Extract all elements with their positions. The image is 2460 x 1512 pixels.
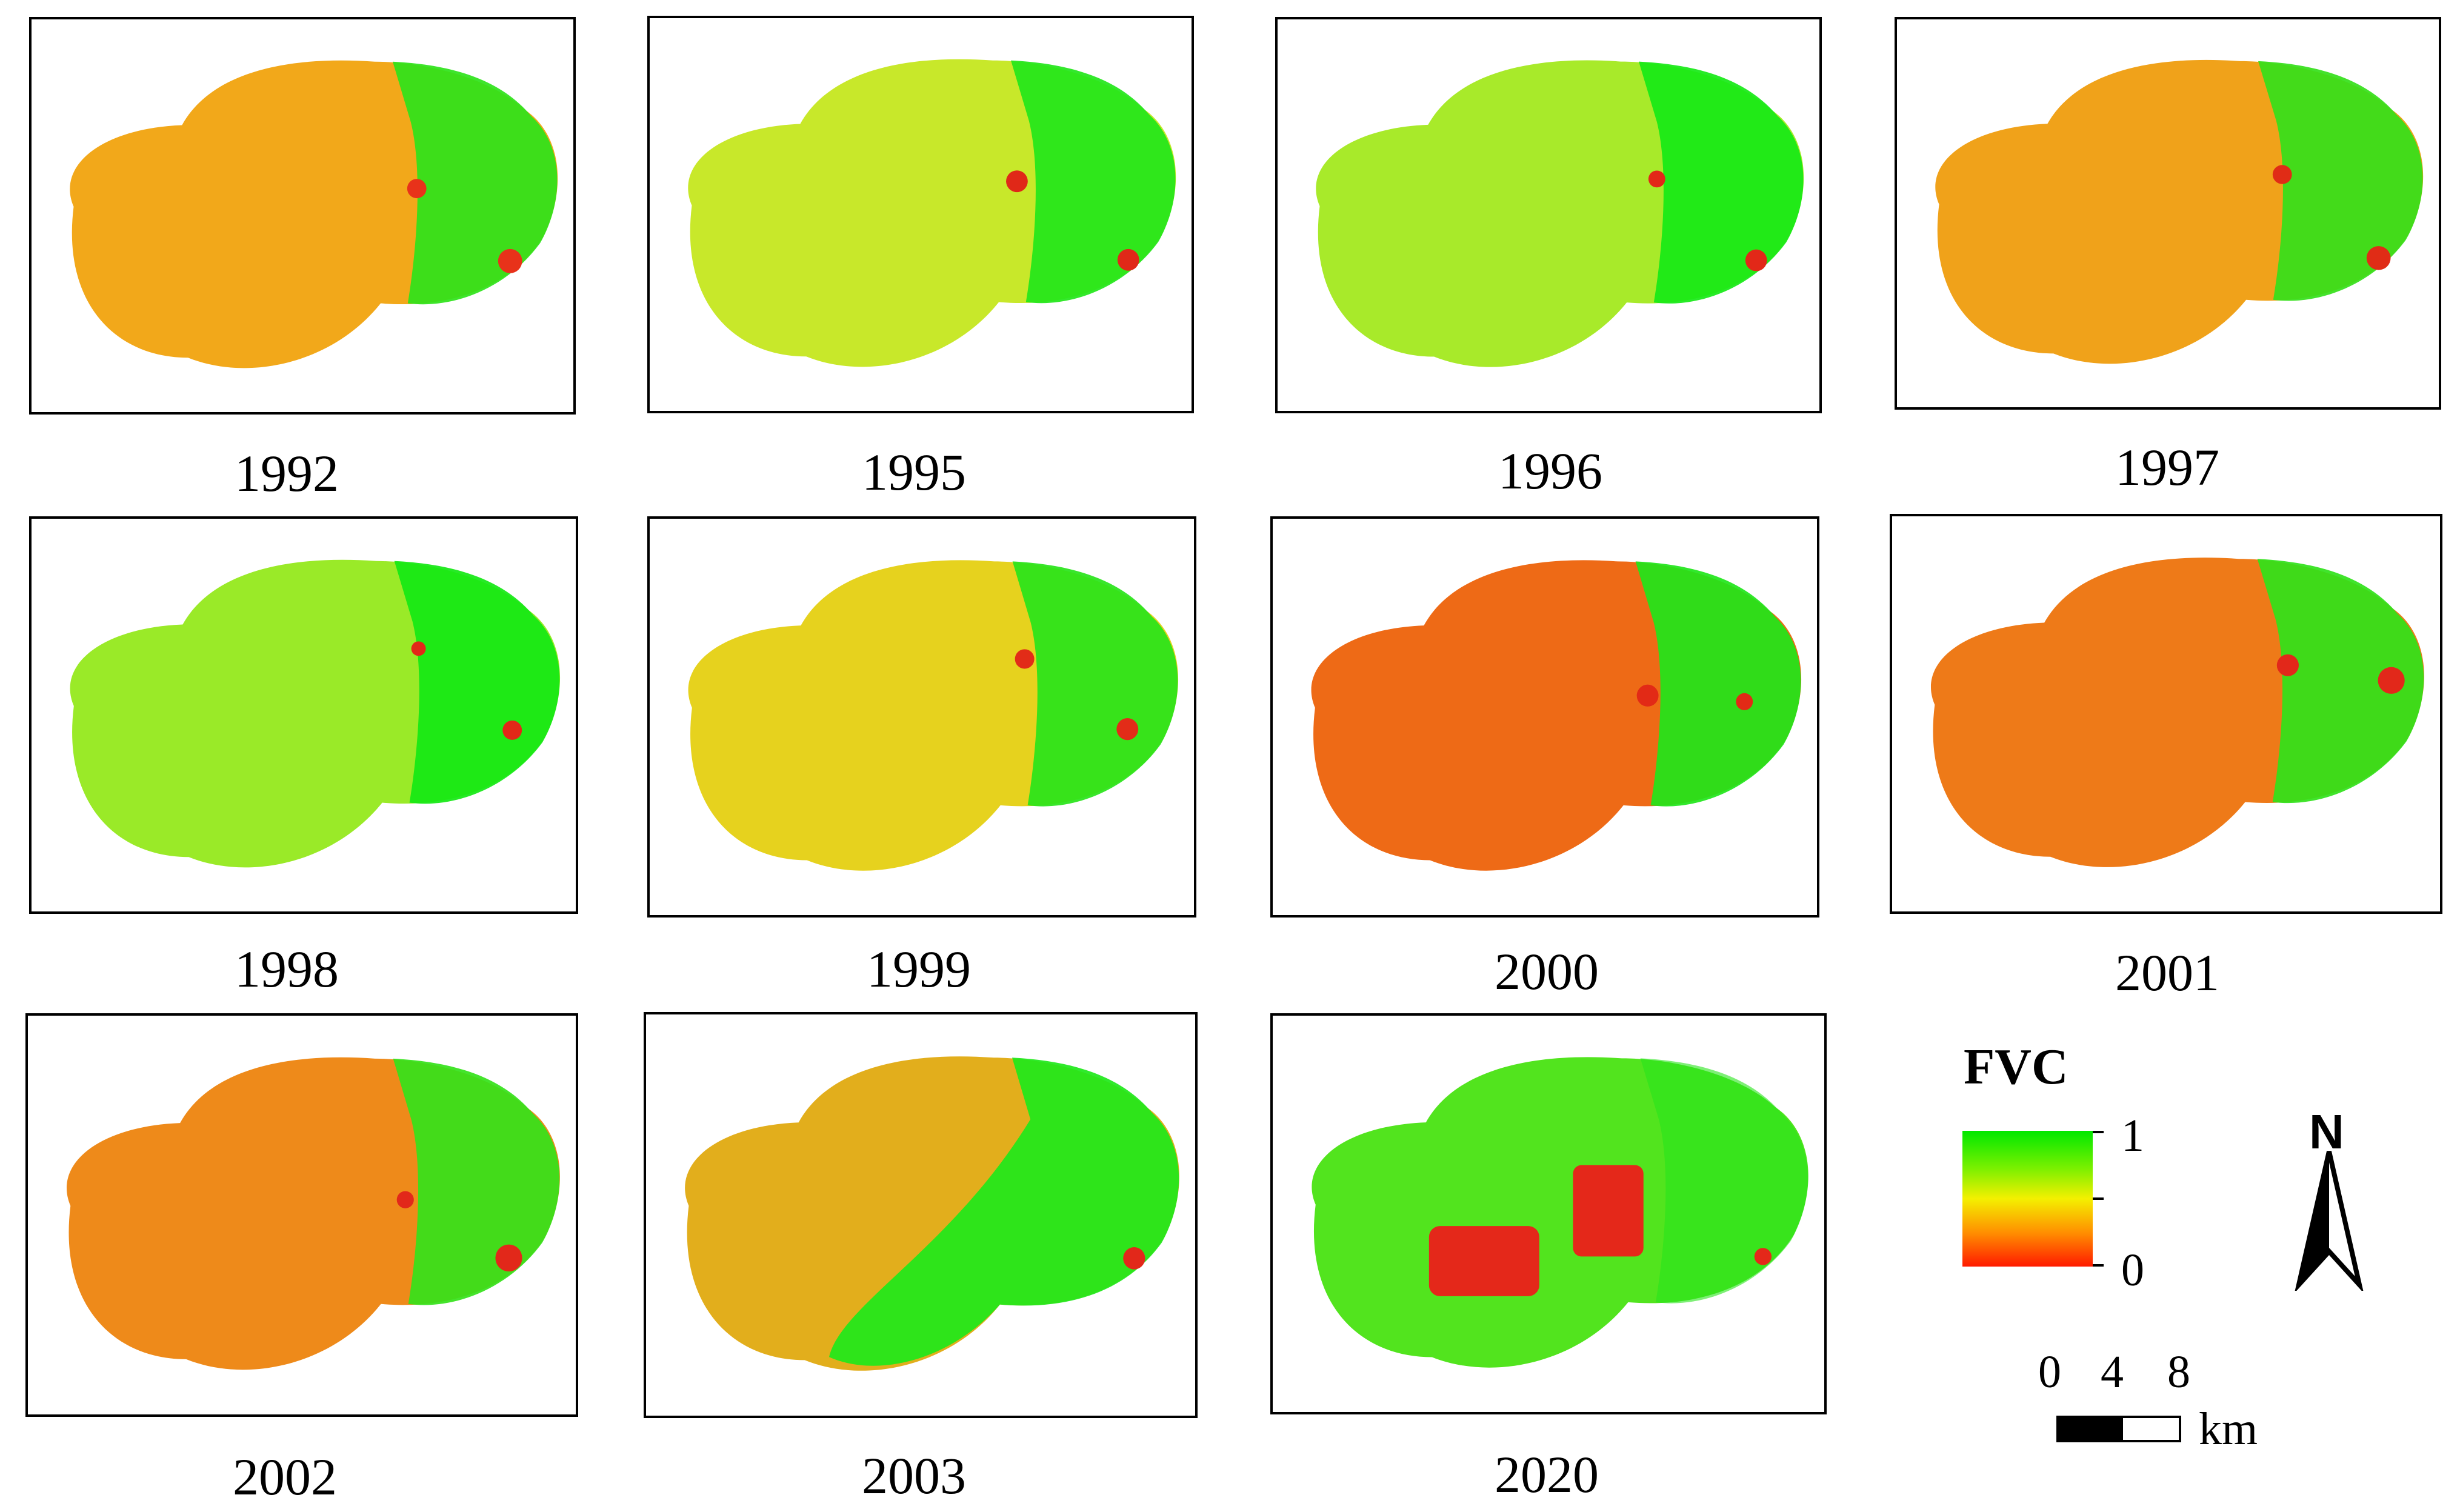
scale-tick-label: 0 [2038,1347,2061,1397]
north-label: N [2309,1105,2344,1159]
eastern-vegetation [1639,61,1804,304]
legend-min-label: 0 [2121,1245,2144,1296]
hotspot [1754,1248,1772,1265]
year-label: 2000 [1495,942,1599,1001]
eastern-vegetation [1635,561,1801,807]
hotspot [2276,654,2299,676]
study-area-map [688,560,1179,871]
hotspot [1745,249,1767,271]
year-label: 1996 [1498,442,1602,500]
eastern-vegetation [393,61,558,305]
hotspot [495,1244,522,1272]
hotspot [498,248,522,273]
hotspot [1117,248,1139,271]
hotspot [1116,718,1139,741]
eastern-vegetation [2257,559,2424,804]
hotspot [411,641,426,656]
map-panel-1997 [1895,17,2441,410]
legend-max-label: 1 [2121,1110,2144,1161]
year-label: 1999 [867,940,971,998]
legend-tick [2093,1131,2104,1133]
map-panel-1999 [647,516,1196,918]
map-panel-2020 [1270,1013,1827,1414]
eastern-vegetation [1012,561,1178,807]
map-panel-2001 [1890,514,2442,914]
cleared-area [1573,1165,1644,1257]
year-label: 2020 [1495,1445,1599,1504]
legend-tick [2093,1197,2104,1200]
eastern-vegetation [394,561,560,804]
study-area-map [70,559,561,868]
eastern-vegetation [2258,61,2423,301]
year-label: 2002 [233,1448,337,1506]
hotspot [1006,170,1028,193]
map-panel-1996 [1275,17,1822,413]
scale-tick-label: 8 [2167,1347,2190,1397]
year-label: 1998 [235,940,339,998]
map-panel-1995 [647,16,1194,413]
hotspot [1123,1247,1145,1270]
study-area-map [688,59,1176,367]
map-panel-1992 [29,17,576,415]
year-label: 2001 [2115,944,2219,1002]
study-area-map [1311,560,1802,871]
study-area-map [70,60,558,368]
hotspot [1636,684,1659,707]
year-label: 1992 [235,444,339,502]
eastern-vegetation [829,1057,1179,1366]
study-area-map [66,1057,560,1370]
fvc-color-ramp [1962,1131,2093,1267]
hotspot [2272,165,2292,184]
hotspot [1736,693,1753,710]
legend-title: FVC [1964,1039,2068,1095]
hotspot [1648,170,1665,188]
map-panel-2002 [25,1013,578,1417]
scale-unit: km [2199,1404,2258,1454]
study-area-map [685,1056,1179,1371]
study-area-map [1935,59,2424,364]
year-label: 2003 [862,1447,966,1505]
legend-tick [2093,1264,2104,1267]
hotspot [2378,667,2405,694]
cleared-area [1428,1226,1539,1296]
eastern-vegetation [1640,1058,1808,1304]
hotspot [396,1191,414,1208]
eastern-vegetation [393,1058,560,1305]
map-panel-2003 [644,1012,1198,1418]
scale-bar-segment [2056,1416,2123,1442]
study-area-map [1312,1057,1808,1368]
year-label: 1997 [2115,438,2219,496]
study-area-map [1930,558,2424,867]
study-area-map [1316,60,1804,367]
north-arrow-icon [2295,1151,2364,1291]
map-panel-1998 [29,516,578,914]
scale-tick-label: 4 [2101,1347,2124,1397]
map-panel-2000 [1270,516,1819,918]
hotspot [1015,649,1035,669]
hotspot [407,179,427,199]
hotspot [2366,246,2391,270]
year-label: 1995 [862,443,966,501]
scale-bar-segment [2121,1416,2181,1442]
eastern-vegetation [1011,60,1176,304]
hotspot [502,720,522,740]
